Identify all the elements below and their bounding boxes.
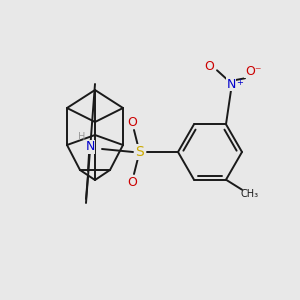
Text: O⁻: O⁻ bbox=[245, 65, 261, 78]
Text: S: S bbox=[136, 145, 144, 159]
Text: O: O bbox=[127, 176, 137, 188]
Text: H: H bbox=[78, 132, 86, 142]
Text: O: O bbox=[204, 60, 214, 73]
Text: +: + bbox=[237, 78, 243, 87]
Text: N: N bbox=[226, 78, 236, 91]
Text: O: O bbox=[127, 116, 137, 128]
Text: N: N bbox=[85, 140, 95, 154]
Text: CH₃: CH₃ bbox=[241, 189, 259, 199]
